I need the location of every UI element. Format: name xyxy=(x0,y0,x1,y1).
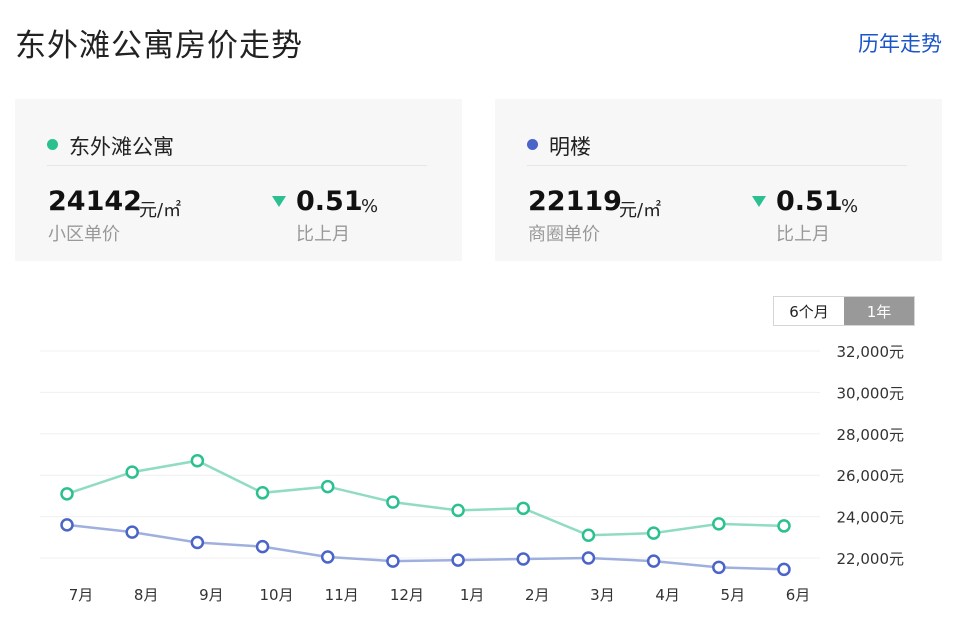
series-line xyxy=(66,523,785,571)
data-point[interactable] xyxy=(777,562,791,577)
range-1-year-button[interactable]: 1年 xyxy=(844,297,914,325)
range-toggle: 6个月 1年 xyxy=(773,296,915,326)
district-price-card: 明楼 22119 元/㎡ 商圈单价 0.51 % 比上月 xyxy=(495,99,942,261)
x-tick-label: 3月 xyxy=(590,586,615,604)
data-point[interactable] xyxy=(516,552,531,566)
unit-price-value: 22119 xyxy=(528,186,622,217)
series-line xyxy=(66,459,785,537)
community-price-card: 东外滩公寓 24142 元/㎡ 小区单价 0.51 % 比上月 xyxy=(15,99,462,261)
y-tick-label: 28,000元 xyxy=(837,426,905,444)
data-point[interactable] xyxy=(712,517,726,531)
x-tick-label: 1月 xyxy=(460,586,485,604)
data-point[interactable] xyxy=(451,553,465,567)
data-point[interactable] xyxy=(451,503,465,518)
x-tick-label: 8月 xyxy=(134,586,159,604)
price-trend-chart: 32,000元 30,000元 28,000元 26,000元 24,000元 22,00… xyxy=(40,343,905,604)
unit-price-value: 24142 xyxy=(48,186,142,217)
x-tick-label: 11月 xyxy=(325,586,359,604)
y-tick-label: 22,000元 xyxy=(837,550,905,568)
data-point[interactable] xyxy=(255,539,270,554)
data-point[interactable] xyxy=(386,554,400,568)
data-point[interactable] xyxy=(581,528,596,542)
change-value: 0.51 xyxy=(776,186,843,217)
unit-price-label: 小区单价 xyxy=(48,224,120,245)
data-point[interactable] xyxy=(386,495,400,509)
x-tick-label: 7月 xyxy=(69,586,94,604)
district-name: 明楼 xyxy=(549,135,591,159)
y-tick-label: 24,000元 xyxy=(837,509,905,527)
x-tick-label: 10月 xyxy=(259,586,293,604)
data-point[interactable] xyxy=(320,550,335,564)
legend-dot xyxy=(47,139,58,150)
down-triangle-icon xyxy=(752,196,766,207)
x-tick-label: 4月 xyxy=(655,586,680,604)
data-point[interactable] xyxy=(320,479,335,494)
change-label: 比上月 xyxy=(296,224,350,245)
data-point[interactable] xyxy=(646,526,661,540)
x-tick-label: 6月 xyxy=(786,586,811,604)
x-tick-label: 12月 xyxy=(390,586,424,604)
change-unit: % xyxy=(841,196,859,217)
card-header: 东外滩公寓 xyxy=(47,113,427,166)
x-tick-label: 9月 xyxy=(199,586,224,604)
history-trend-link[interactable]: 历年走势 xyxy=(858,32,942,56)
data-point[interactable] xyxy=(777,519,791,533)
data-point[interactable] xyxy=(125,525,139,539)
change-value: 0.51 xyxy=(296,186,363,217)
data-point[interactable] xyxy=(60,487,74,501)
page-title: 东外滩公寓房价走势 xyxy=(15,28,303,64)
y-tick-label: 30,000元 xyxy=(837,384,905,402)
data-point[interactable] xyxy=(60,518,74,532)
legend-dot xyxy=(527,139,538,150)
data-point[interactable] xyxy=(255,486,270,500)
change-label: 比上月 xyxy=(776,224,830,245)
x-tick-label: 5月 xyxy=(721,586,746,604)
community-name: 东外滩公寓 xyxy=(69,135,174,159)
data-point[interactable] xyxy=(646,554,661,568)
unit-price-label: 商圈单价 xyxy=(528,224,600,245)
data-point[interactable] xyxy=(581,551,596,565)
down-triangle-icon xyxy=(272,196,286,207)
card-header: 明楼 xyxy=(527,113,907,166)
data-point[interactable] xyxy=(190,453,205,468)
unit-price-unit: 元/㎡ xyxy=(139,200,182,221)
data-point[interactable] xyxy=(712,560,726,575)
unit-price-unit: 元/㎡ xyxy=(619,200,662,221)
y-tick-label: 32,000元 xyxy=(837,343,905,361)
data-point[interactable] xyxy=(190,535,205,550)
change-unit: % xyxy=(361,196,379,217)
data-point[interactable] xyxy=(125,465,139,479)
x-tick-label: 2月 xyxy=(525,586,550,604)
y-tick-label: 26,000元 xyxy=(837,467,905,485)
range-6-months-button[interactable]: 6个月 xyxy=(789,302,829,321)
data-point[interactable] xyxy=(516,501,531,516)
